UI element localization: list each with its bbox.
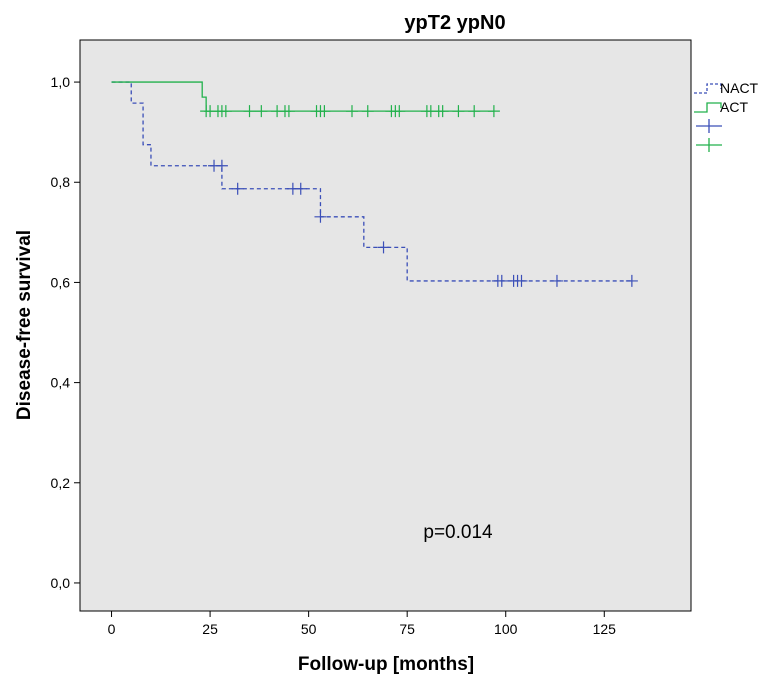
- x-tick-label: 50: [301, 621, 317, 637]
- censor-mark-act: [243, 105, 256, 118]
- x-axis-label: Follow-up [months]: [298, 654, 474, 675]
- y-axis-label: Disease-free survival: [14, 230, 35, 420]
- censor-mark-act: [393, 105, 406, 118]
- y-axis: 0,0 0,2 0,4 0,6 0,8 1,0: [51, 74, 80, 591]
- censor-mark-nact: [314, 210, 327, 223]
- legend-line-symbol: [694, 102, 722, 113]
- legend-censor-symbol: [696, 119, 722, 133]
- censor-mark-act: [436, 105, 449, 118]
- x-tick-label: 0: [108, 621, 116, 637]
- censor-mark-nact: [231, 182, 244, 195]
- x-tick-label: 25: [202, 621, 218, 637]
- censor-mark-act: [468, 105, 481, 118]
- y-tick-label: 1,0: [51, 74, 71, 90]
- x-tick-label: 100: [494, 621, 518, 637]
- y-tick-label: 0,0: [51, 575, 71, 591]
- censor-mark-act: [487, 105, 500, 118]
- censor-mark-act: [255, 105, 268, 118]
- censor-mark-nact: [515, 274, 528, 287]
- censor-mark-nact: [294, 182, 307, 195]
- p-value-annotation: p=0.014: [423, 522, 493, 543]
- censor-mark-act: [219, 105, 232, 118]
- censor-mark-act: [318, 105, 331, 118]
- legend-label: ACT: [720, 99, 748, 115]
- y-tick-label: 0,2: [51, 475, 71, 491]
- x-tick-label: 125: [593, 621, 617, 637]
- censor-mark-act: [345, 105, 358, 118]
- censor-mark-act: [452, 105, 465, 118]
- censor-mark-act: [282, 105, 295, 118]
- censor-mark-nact: [215, 159, 228, 172]
- series-layer: [111, 81, 638, 287]
- censor-mark-nact: [377, 241, 390, 254]
- censor-mark-nact: [495, 274, 508, 287]
- censor-mark-nact: [550, 274, 563, 287]
- series-line-nact: [111, 81, 632, 282]
- y-tick-label: 0,6: [51, 274, 71, 290]
- legend-line-symbol: [694, 83, 722, 94]
- chart-title: ypT2 ypN0: [404, 12, 505, 34]
- y-tick-label: 0,4: [51, 375, 71, 391]
- legend: NACT ACT: [694, 80, 759, 152]
- legend-label: NACT: [720, 80, 759, 96]
- censor-mark-nact: [625, 274, 638, 287]
- y-tick-label: 0,8: [51, 174, 71, 190]
- legend-censor-symbol: [696, 138, 722, 152]
- plot-area: [79, 39, 692, 612]
- x-axis: 0 25 50 75 100 125: [108, 611, 617, 637]
- censor-mark-act: [361, 105, 374, 118]
- x-tick-label: 75: [399, 621, 415, 637]
